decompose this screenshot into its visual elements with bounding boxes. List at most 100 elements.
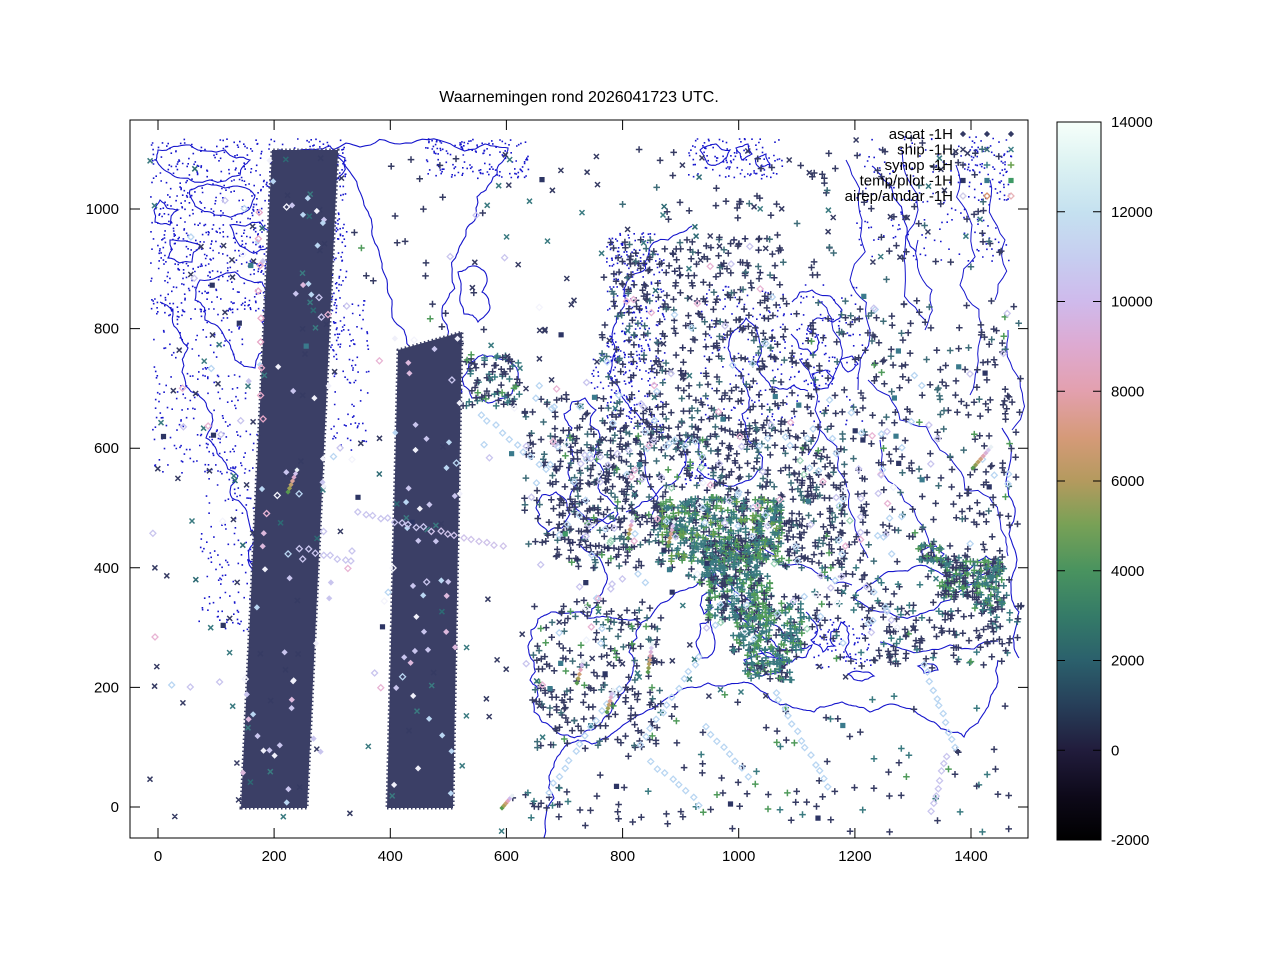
coastline (332, 138, 509, 402)
ascent-streak-point (628, 522, 634, 528)
river (817, 299, 843, 381)
ascent-streak-point (580, 658, 586, 664)
coastline (805, 611, 858, 661)
legend-label: ascat -1H (889, 126, 953, 143)
ascent-streak-point (579, 662, 585, 668)
obs-synop (459, 354, 523, 409)
aircraft-tracks (254, 208, 960, 816)
colorbar-tick-label: 10000 (1111, 294, 1153, 311)
river (955, 164, 982, 396)
colorbar-tick-label: 2000 (1111, 653, 1144, 670)
scatter-layer (146, 134, 1025, 836)
ascent-streak-point (507, 795, 513, 801)
ascent-streak-point (578, 667, 584, 673)
coastline (167, 239, 201, 264)
coastline (640, 575, 708, 624)
river (988, 179, 1008, 301)
obs-airepamdar (148, 196, 545, 691)
aircraft-track (920, 660, 960, 752)
legend-marker-plus (1007, 161, 1015, 169)
coastline (790, 289, 843, 358)
x-tick-label: 200 (262, 848, 287, 865)
legend-marker-diamond (1007, 130, 1015, 138)
ascent-streak-point (626, 531, 632, 537)
coastline (879, 640, 999, 654)
obs-airepamdar (819, 431, 877, 486)
ascent-streak-point (645, 669, 651, 675)
ascent-streak-point (576, 671, 582, 677)
colorbar-tick-label: 8000 (1111, 383, 1144, 400)
aircraft-track (254, 208, 268, 423)
obs-synop (564, 693, 991, 836)
coastline (754, 153, 771, 169)
legend-marker-cross (959, 146, 967, 153)
legend-label: temp/pilot -1H (860, 173, 953, 190)
obs-synop (546, 691, 1012, 836)
legend-label: ship -1H (897, 142, 953, 159)
coast-speckle (152, 300, 247, 474)
obs-synop (536, 602, 656, 743)
coastline (159, 301, 269, 623)
coastline (543, 659, 999, 838)
coastline (735, 143, 753, 161)
coastline (155, 144, 252, 183)
ascent-streak-point (973, 462, 979, 468)
ascent-streak-point (609, 691, 615, 697)
colorbar-tick-label: 14000 (1111, 114, 1153, 131)
ascent-streak-point (627, 527, 633, 533)
ascent-streak-point (670, 523, 676, 529)
ascat-swaths (239, 148, 464, 810)
legend-marker-square (960, 177, 966, 184)
obs-ship (484, 156, 693, 412)
obs-airepamdar (167, 204, 489, 689)
ascent-streak-point (988, 444, 994, 450)
obs-ship (147, 157, 319, 432)
aircraft-track (772, 688, 832, 791)
obs-temppilot (588, 722, 846, 729)
obs-airepamdar (622, 262, 795, 427)
obs-airepamdar (549, 381, 659, 546)
axes-layer: 0 200 400 600 800 1000 1200 1400 0 200 400 600 800 10… (86, 119, 1029, 865)
legend-label: synop -1H (885, 157, 953, 174)
ascent-streak-point (608, 694, 614, 700)
obs-synop (916, 541, 945, 565)
obs-synop (858, 599, 1025, 672)
aircraft-track (427, 527, 508, 551)
obs-synop (733, 603, 806, 656)
obs-ship (697, 136, 971, 266)
legend-marker-plus (983, 161, 991, 169)
coastline (535, 491, 571, 533)
colorbar-tick-label: 0 (1111, 742, 1119, 759)
obs-ship (188, 472, 546, 835)
legend-marker-odiamond (959, 192, 967, 200)
y-tick-label: 400 (94, 560, 119, 577)
coastline (871, 165, 917, 253)
obs-synop (463, 351, 520, 403)
x-tick-label: 800 (610, 848, 635, 865)
aircraft-track (702, 722, 753, 781)
ascent-streak-point (668, 531, 674, 537)
coastline (846, 670, 876, 682)
legend-marker-square (1008, 177, 1014, 184)
coastline (527, 611, 642, 739)
y-tick-label: 1000 (86, 201, 119, 218)
y-tick-label: 800 (94, 321, 119, 338)
x-tick-label: 600 (494, 848, 519, 865)
obs-airepamdar (857, 304, 1012, 503)
coastline (194, 271, 277, 369)
coastline (608, 225, 693, 434)
ascent-streak-point (970, 465, 976, 471)
aircraft-track (636, 652, 703, 749)
ascent-streak-point (665, 543, 671, 549)
colorbar: -2000 0 2000 4000 6000 8000 10000 12000 14000 (1056, 114, 1153, 849)
coast-speckle (330, 300, 370, 451)
obs-synop (509, 788, 571, 821)
obs-synop (524, 784, 563, 821)
obs-synop (778, 564, 1004, 665)
coastline (839, 355, 859, 373)
obs-synop (937, 553, 971, 601)
ascent-streak-point (666, 539, 672, 545)
obs-synop (971, 556, 1008, 614)
